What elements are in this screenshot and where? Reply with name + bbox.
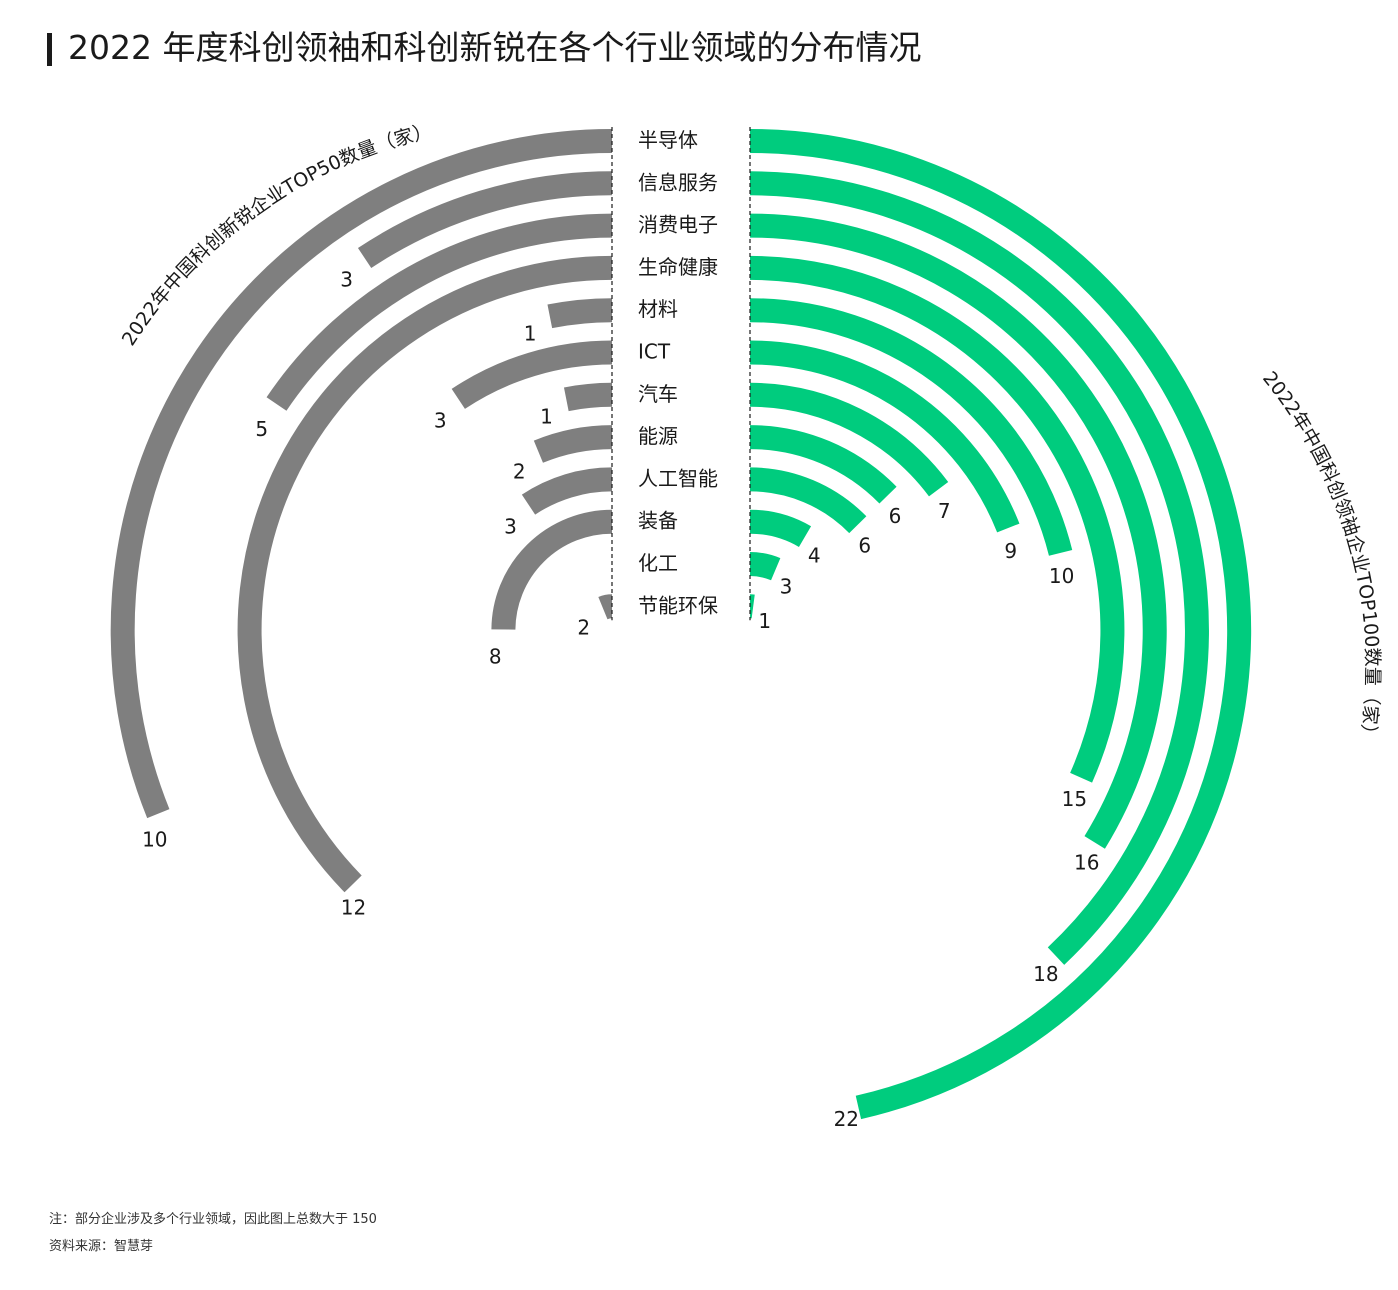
left-value-label: 1 <box>540 405 553 429</box>
category-label: ICT <box>638 340 671 364</box>
right-value-label: 9 <box>1004 539 1017 563</box>
left-value-label: 1 <box>524 322 537 346</box>
right-bar <box>749 129 1252 1120</box>
category-label: 化工 <box>638 551 678 575</box>
left-bar <box>521 467 613 515</box>
left-value-label: 10 <box>142 828 167 852</box>
right-bar <box>749 509 812 548</box>
category-label: 装备 <box>638 509 678 533</box>
right-value-label: 16 <box>1074 851 1099 875</box>
right-bar <box>749 255 1125 783</box>
right-value-label: 18 <box>1033 962 1058 986</box>
right-bar <box>749 552 781 581</box>
right-value-label: 4 <box>808 543 821 567</box>
category-label: 节能环保 <box>638 593 718 617</box>
right-value-label: 22 <box>834 1107 859 1131</box>
right-bar <box>749 298 1073 556</box>
page-title: 2022 年度科创领袖和科创新锐在各个行业领域的分布情况 <box>68 28 922 67</box>
left-value-label: 3 <box>504 514 517 538</box>
left-bar <box>237 255 613 893</box>
right-value-label: 6 <box>889 504 902 528</box>
right-value-label: 15 <box>1062 787 1087 811</box>
title-accent-bar <box>47 33 52 66</box>
right-bar <box>749 171 1209 965</box>
left-bar <box>533 425 613 463</box>
right-bar <box>749 425 897 504</box>
left-bar <box>451 340 613 409</box>
left-value-label: 5 <box>255 417 268 441</box>
left-value-label: 2 <box>513 459 526 483</box>
right-value-label: 6 <box>858 534 871 558</box>
left-bar <box>357 171 613 268</box>
left-value-label: 8 <box>489 645 502 669</box>
right-bar <box>749 213 1167 849</box>
category-label: 能源 <box>638 424 678 448</box>
left-value-label: 3 <box>434 409 447 433</box>
right-value-label: 10 <box>1049 564 1074 588</box>
left-bar <box>547 298 613 329</box>
left-value-label: 12 <box>341 895 366 919</box>
category-label: 人工智能 <box>638 466 718 490</box>
right-bar <box>749 382 949 497</box>
category-label: 材料 <box>638 297 678 321</box>
left-value-label: 2 <box>577 616 590 640</box>
category-label: 汽车 <box>638 382 678 406</box>
category-label: 信息服务 <box>638 170 718 194</box>
left-bar <box>491 509 613 630</box>
footnote: 注：部分企业涉及多个行业领域，因此图上总数大于 150 <box>49 1212 377 1227</box>
right-value-label: 7 <box>938 499 951 523</box>
left-bar <box>563 382 613 412</box>
category-label: 消费电子 <box>638 213 718 237</box>
left-bar <box>266 213 613 411</box>
source-note: 资料来源：智慧芽 <box>49 1239 154 1254</box>
left-bar <box>110 129 613 819</box>
category-label: 生命健康 <box>638 255 718 279</box>
right-bar <box>749 467 867 534</box>
right-bar <box>749 340 1020 533</box>
right-value-label: 3 <box>780 575 793 599</box>
right-value-label: 1 <box>758 609 771 633</box>
left-value-label: 3 <box>340 268 353 292</box>
category-label: 半导体 <box>638 128 698 152</box>
right-series-title: 2022年中国科创领袖企业TOP100数量（家） <box>1258 367 1383 745</box>
left-bar <box>598 594 613 620</box>
